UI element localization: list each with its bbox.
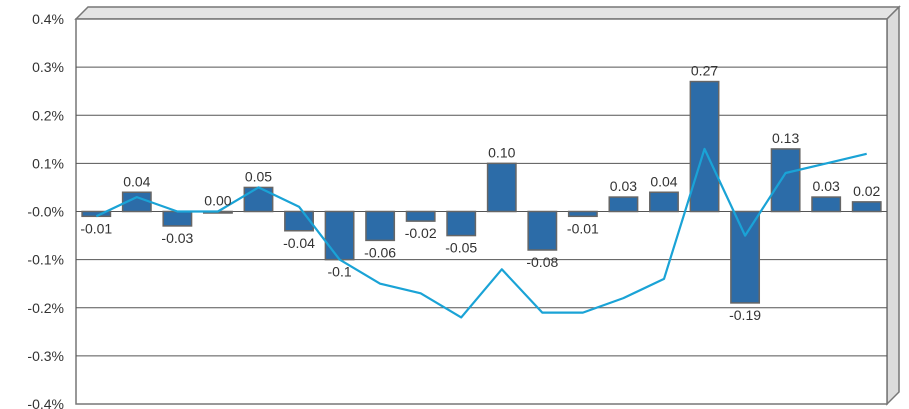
- bar: [162, 210, 193, 227]
- data-label: -0.05: [445, 240, 477, 256]
- y-tick-label: 0.1%: [32, 155, 64, 171]
- data-label: -0.1: [328, 264, 352, 280]
- bar: [649, 191, 679, 213]
- data-label: 0.03: [610, 178, 637, 194]
- data-label: -0.02: [405, 225, 437, 241]
- data-label: 0.13: [772, 130, 799, 146]
- data-label: -0.03: [161, 230, 193, 246]
- y-tick-label: -0.2%: [27, 300, 64, 316]
- data-label: 0.04: [123, 173, 150, 189]
- data-label: 0.10: [488, 144, 515, 160]
- y-tick-label: -0.3%: [27, 348, 64, 364]
- data-label: 0.00: [204, 193, 231, 209]
- bar: [324, 210, 355, 261]
- data-label: -0.04: [283, 235, 315, 251]
- y-tick-label: -0.1%: [27, 252, 64, 268]
- bar: [527, 210, 558, 251]
- data-label: -0.19: [729, 307, 761, 323]
- data-label: -0.08: [526, 254, 558, 270]
- trend-line: [95, 147, 867, 319]
- bar: [567, 210, 598, 218]
- bar: [608, 196, 639, 213]
- data-label: -0.01: [567, 220, 599, 236]
- frame-top-face: [74, 6, 901, 20]
- bar: [405, 210, 436, 222]
- bar-series: [81, 80, 882, 304]
- bar: [851, 201, 882, 213]
- y-tick-label: 0.3%: [32, 59, 64, 75]
- y-tick-label: 0.4%: [32, 11, 64, 27]
- frame-side-face: [886, 5, 900, 406]
- data-labels: -0.01 0.04 -0.03 0.00 0.05 -0.04 -0.1 -0.06 -0.0…: [80, 63, 880, 323]
- y-tick-label: -0.0%: [27, 204, 64, 220]
- line-series: [95, 147, 867, 319]
- y-tick-label: -0.4%: [27, 396, 64, 409]
- data-label: 0.03: [813, 178, 840, 194]
- bar: [730, 210, 761, 304]
- data-label: 0.04: [650, 173, 677, 189]
- y-tick-label: 0.2%: [32, 107, 64, 123]
- y-axis: 0.4% 0.3% 0.2% 0.1% -0.0% -0.1% -0.2% -0.3% -0.4…: [27, 11, 64, 409]
- data-label: 0.05: [245, 168, 272, 184]
- bar: [811, 196, 842, 213]
- data-label: -0.01: [80, 220, 112, 236]
- bar: [689, 80, 720, 213]
- data-label: -0.06: [364, 244, 396, 260]
- data-label: 0.02: [853, 183, 880, 199]
- bar: [486, 162, 517, 213]
- bar: [770, 148, 801, 213]
- bar: [365, 210, 396, 242]
- bar: [81, 210, 112, 218]
- bar: [446, 210, 477, 237]
- data-label: 0.27: [691, 63, 718, 79]
